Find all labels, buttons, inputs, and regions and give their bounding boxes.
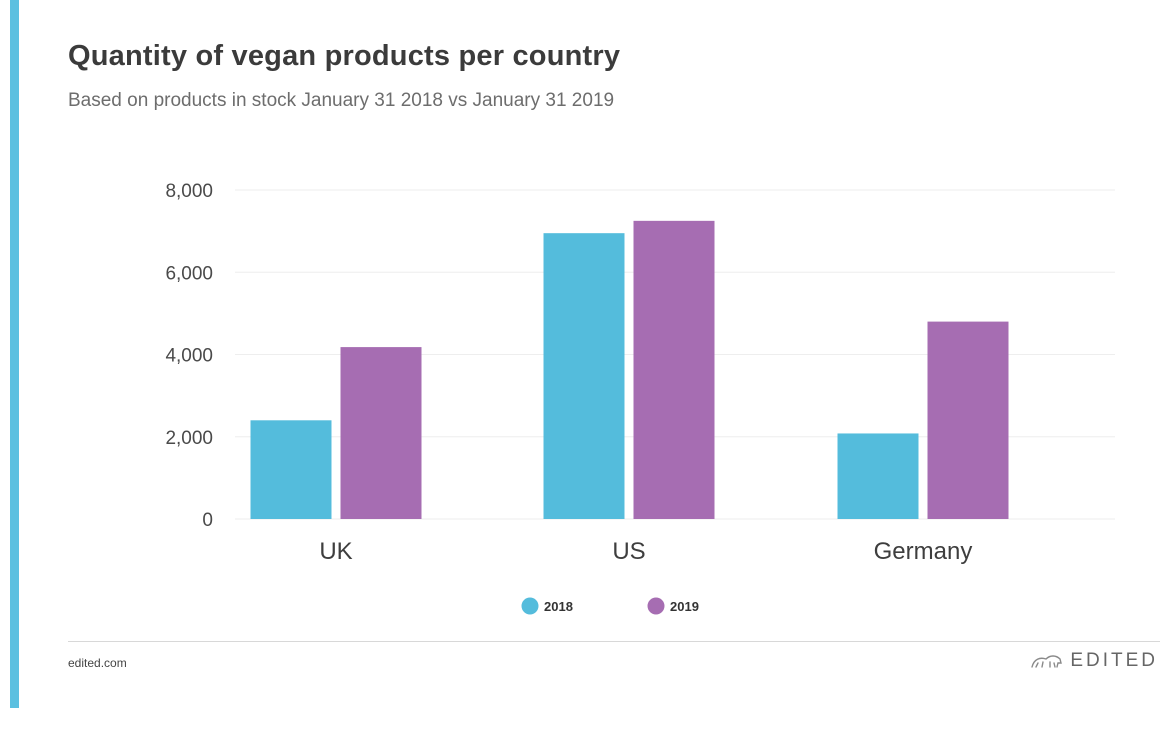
bar-2018	[543, 233, 625, 519]
footer-divider	[68, 641, 1160, 642]
legend-swatch	[647, 597, 665, 615]
bar-chart: 0 2,000 4,000 6,000 8,000 UK US Germany 2018 2019	[165, 181, 1115, 615]
y-tick-label: 4,000	[165, 346, 213, 367]
x-tick-label: US	[612, 538, 645, 565]
legend-swatch	[521, 597, 539, 615]
bear-icon	[1031, 655, 1063, 668]
bar-2018	[837, 433, 919, 519]
y-tick-label: 0	[202, 510, 213, 531]
chart-title: Quantity of vegan products per country	[68, 40, 621, 72]
brand-logo: EDITED	[1030, 650, 1158, 672]
legend-label: 2019	[670, 599, 699, 614]
bar-2019	[633, 220, 715, 519]
bar-2019	[340, 347, 422, 519]
x-tick-label: UK	[319, 538, 352, 565]
y-tick-label: 2,000	[165, 428, 213, 449]
y-tick-label: 8,000	[165, 181, 213, 202]
y-tick-label: 6,000	[165, 263, 213, 284]
bar-2018	[250, 420, 332, 519]
accent-bar	[10, 0, 19, 708]
brand-name: EDITED	[1070, 650, 1158, 671]
x-tick-label: Germany	[874, 538, 973, 565]
chart-subtitle: Based on products in stock January 31 20…	[68, 90, 615, 111]
bar-2019	[927, 321, 1009, 519]
footer-site-link[interactable]: edited.com	[68, 656, 127, 670]
legend-label: 2018	[544, 599, 573, 614]
